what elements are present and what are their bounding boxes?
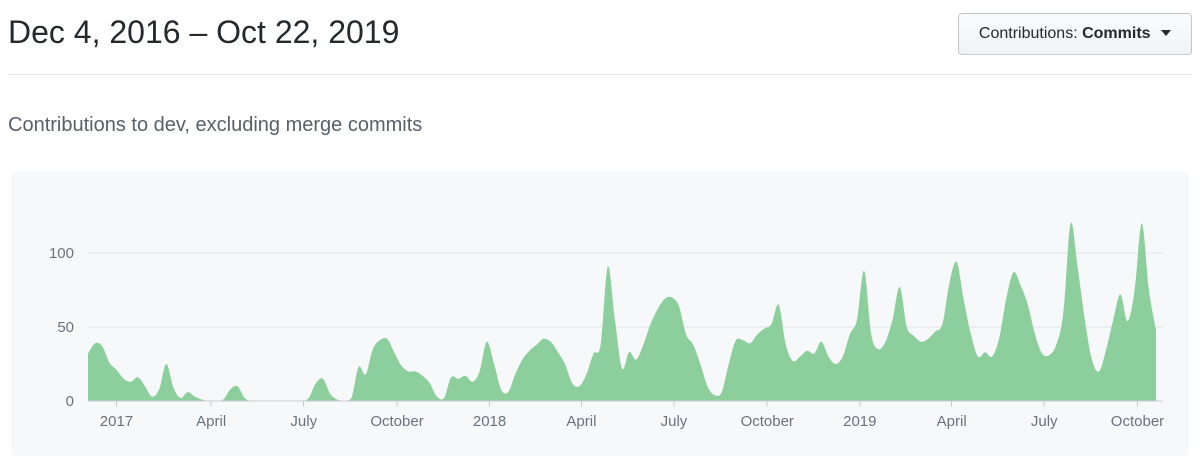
y-axis-label: 0: [66, 393, 74, 410]
filter-button-value: Commits: [1082, 25, 1151, 42]
commit-activity-graph[interactable]: 0 50 100 2017 April July October 2018 April July O…: [11, 171, 1189, 456]
x-axis-label: April: [566, 413, 596, 430]
contributions-filter-button[interactable]: Contributions: Commits: [957, 13, 1192, 55]
chart-subtitle: Contributions to dev, excluding merge co…: [8, 114, 423, 136]
contribution-activity-page: Dec 4, 2016 – Oct 22, 2019 Contributions…: [8, 0, 1192, 456]
x-axis-label: October: [741, 413, 794, 430]
y-axis-label: 50: [57, 319, 74, 336]
x-axis-label: 2018: [473, 413, 506, 430]
y-axis-label: 100: [49, 245, 74, 262]
x-axis-label: October: [1111, 413, 1164, 430]
x-axis-label: October: [370, 413, 423, 430]
header: Dec 4, 2016 – Oct 22, 2019 Contributions…: [8, 0, 1192, 55]
x-axis-label: July: [290, 413, 317, 430]
header-divider: [8, 74, 1192, 75]
filter-button-prefix: Contributions:: [978, 25, 1078, 42]
x-axis-label: 2019: [843, 413, 876, 430]
x-axis-label: 2017: [100, 413, 133, 430]
page-title: Dec 4, 2016 – Oct 22, 2019: [8, 14, 400, 50]
x-axis-label: April: [937, 413, 967, 430]
dropdown-caret-icon: [1161, 30, 1171, 36]
x-axis-label: July: [1031, 413, 1058, 430]
x-axis-label: April: [196, 413, 226, 430]
commit-activity-chart: 0 50 100 2017 April July October 2018 April July O…: [49, 222, 1164, 430]
x-axis-label: July: [661, 413, 688, 430]
commits-area-series: [88, 222, 1156, 401]
